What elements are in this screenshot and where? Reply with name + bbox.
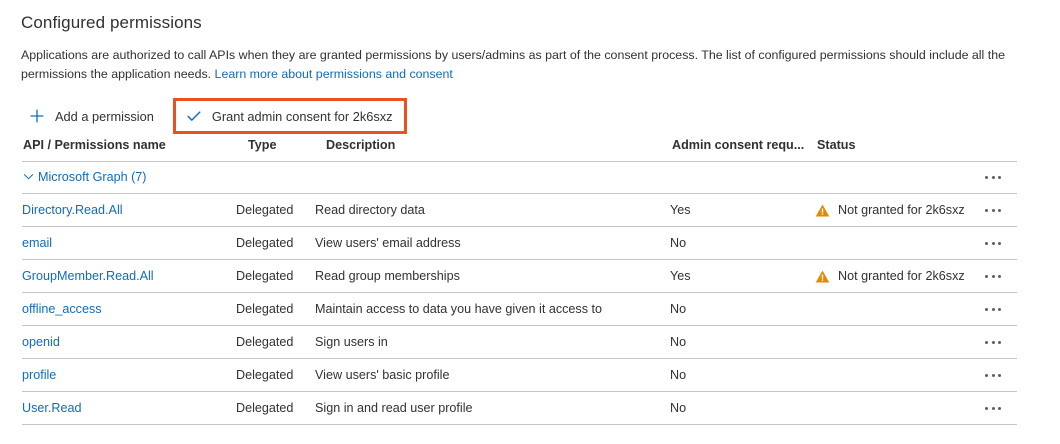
group-label: Microsoft Graph (7) [38,169,147,184]
permission-description-cell: View users' email address [315,236,461,250]
grant-admin-consent-highlight: Grant admin consent for 2k6sxz [172,98,407,134]
page-title: Configured permissions [21,13,202,32]
add-a-permission-button[interactable]: Add a permission [21,100,163,132]
ellipsis-icon[interactable] [978,331,1008,353]
row-menu-cell [973,326,1017,359]
table-body: Microsoft Graph (7) Directory.Read.All D… [22,161,1017,425]
learn-more-link[interactable]: Learn more about permissions and consent [214,67,453,81]
permission-status-cell [815,392,973,425]
permission-admin-consent-cell: No [670,401,687,415]
command-bar: Add a permission Grant admin consent for… [21,98,407,134]
section-description-text: Applications are authorized to call APIs… [21,48,1005,81]
permission-admin-consent-cell: No [670,302,687,316]
permission-name-link[interactable]: offline_access [22,302,102,316]
column-header-admin-consent-required: Admin consent requ... [672,138,805,152]
ellipsis-icon[interactable] [978,199,1008,221]
ellipsis-icon[interactable] [978,167,1008,189]
permission-name-cell: openid [22,326,236,359]
permission-name-cell: email [22,227,236,260]
add-a-permission-label: Add a permission [55,108,154,124]
permissions-table: API / Permissions name Type Description … [22,138,1017,425]
ellipsis-icon[interactable] [978,232,1008,254]
permission-type-cell: Delegated [236,368,294,382]
permission-name-link[interactable]: profile [22,368,57,382]
warning-icon [815,269,830,284]
column-header-type: Type [248,138,277,152]
status-badge: Not granted for 2k6sxz [815,203,973,218]
group-name-cell: Microsoft Graph (7) [22,162,973,194]
column-header-menu [973,138,1017,162]
permission-name-cell: GroupMember.Read.All [22,260,236,293]
permission-description-cell: Read group memberships [315,269,460,283]
permission-admin-consent-cell: Yes [670,203,691,217]
permission-name-cell: Directory.Read.All [22,194,236,227]
permission-status-cell: Not granted for 2k6sxz [815,260,973,293]
row-menu-cell [973,392,1017,425]
permission-status-cell: Not granted for 2k6sxz [815,194,973,227]
permission-type-cell: Delegated [236,401,294,415]
permission-name-link[interactable]: email [22,236,53,250]
permission-name-cell: profile [22,359,236,392]
permission-name-link[interactable]: GroupMember.Read.All [22,269,154,283]
status-badge: Not granted for 2k6sxz [815,269,973,284]
grant-admin-consent-label: Grant admin consent for 2k6sxz [211,108,393,124]
grant-admin-consent-button[interactable]: Grant admin consent for 2k6sxz [178,100,402,132]
row-menu-cell [973,194,1017,227]
permission-description-cell: Sign in and read user profile [315,401,473,415]
permission-type-cell: Delegated [236,335,294,349]
permission-description-cell: Sign users in [315,335,388,349]
section-description: Applications are authorized to call APIs… [21,46,1013,84]
table-row: offline_access Delegated Maintain access… [22,292,1017,326]
column-header-description: Description [326,138,396,152]
table-row: profile Delegated View users' basic prof… [22,358,1017,392]
permission-name-cell: offline_access [22,293,236,326]
status-text: Not granted for 2k6sxz [838,203,965,217]
permission-status-cell [815,359,973,392]
permission-description-cell: Read directory data [315,203,425,217]
permission-status-cell [815,326,973,359]
table-row: GroupMember.Read.All Delegated Read grou… [22,259,1017,293]
ellipsis-icon[interactable] [978,364,1008,386]
permission-name-link[interactable]: Directory.Read.All [22,203,123,217]
permission-description-cell: Maintain access to data you have given i… [315,302,603,316]
permission-type-cell: Delegated [236,236,294,250]
warning-icon [815,203,830,218]
table-row: User.Read Delegated Sign in and read use… [22,391,1017,425]
table-row: openid Delegated Sign users in No [22,325,1017,359]
permission-status-cell [815,227,973,260]
status-text: Not granted for 2k6sxz [838,269,965,283]
permission-admin-consent-cell: No [670,236,687,250]
plus-icon [27,106,47,126]
column-header-api-permissions-name: API / Permissions name [23,138,166,152]
table-group-row-microsoft-graph: Microsoft Graph (7) [22,161,1017,194]
permission-type-cell: Delegated [236,302,294,316]
permission-admin-consent-cell: No [670,368,687,382]
table-header-row: API / Permissions name Type Description … [22,138,1017,162]
table-row: email Delegated View users' email addres… [22,226,1017,260]
checkmark-icon [184,106,204,126]
row-menu-cell [973,227,1017,260]
permission-name-link[interactable]: User.Read [22,401,82,415]
ellipsis-icon[interactable] [978,397,1008,419]
group-link-microsoft-graph[interactable]: Microsoft Graph (7) [22,170,146,184]
chevron-down-icon[interactable] [22,170,35,183]
permission-admin-consent-cell: Yes [670,269,691,283]
column-header-status: Status [817,138,856,152]
permission-name-cell: User.Read [22,392,236,425]
permission-status-cell [815,293,973,326]
group-menu-cell [973,162,1017,194]
permission-description-cell: View users' basic profile [315,368,450,382]
row-menu-cell [973,293,1017,326]
permission-admin-consent-cell: No [670,335,687,349]
table-header: API / Permissions name Type Description … [22,138,1017,162]
permission-name-link[interactable]: openid [22,335,60,349]
ellipsis-icon[interactable] [978,265,1008,287]
ellipsis-icon[interactable] [978,298,1008,320]
permission-type-cell: Delegated [236,203,294,217]
row-menu-cell [973,260,1017,293]
permission-type-cell: Delegated [236,269,294,283]
table-row: Directory.Read.All Delegated Read direct… [22,193,1017,227]
row-menu-cell [973,359,1017,392]
